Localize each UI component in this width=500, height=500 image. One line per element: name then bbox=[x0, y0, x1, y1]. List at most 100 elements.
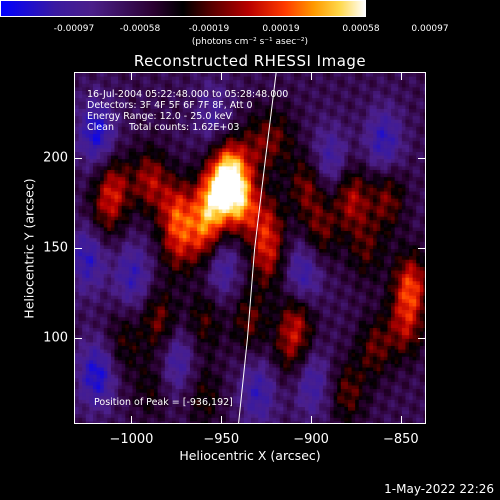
heatmap-cell bbox=[75, 195, 80, 200]
heatmap-cell bbox=[340, 180, 345, 185]
heatmap-cell bbox=[387, 108, 392, 114]
heatmap-cell bbox=[175, 231, 180, 236]
heatmap-cell bbox=[171, 202, 177, 207]
heatmap-cell bbox=[171, 241, 177, 247]
heatmap-cell bbox=[164, 213, 169, 218]
heatmap-cell bbox=[409, 180, 414, 185]
heatmap-cell bbox=[265, 116, 270, 121]
heatmap-cell bbox=[376, 123, 381, 128]
heatmap-cell bbox=[419, 73, 425, 78]
heatmap-cell bbox=[337, 177, 342, 182]
heatmap-cell bbox=[301, 137, 306, 142]
heatmap-cell bbox=[380, 202, 385, 207]
heatmap-cell bbox=[409, 80, 414, 85]
heatmap-cell bbox=[85, 80, 90, 85]
heatmap-cell bbox=[139, 231, 144, 236]
heatmap-cell bbox=[355, 184, 360, 189]
heatmap-cell bbox=[351, 187, 356, 193]
heatmap-cell bbox=[294, 184, 299, 189]
heatmap-cell bbox=[383, 134, 389, 139]
heatmap-cell bbox=[225, 252, 231, 257]
heatmap-cell bbox=[103, 191, 108, 196]
heatmap-cell bbox=[146, 105, 152, 110]
heatmap-cell bbox=[146, 205, 152, 211]
heatmap-cell bbox=[419, 144, 425, 150]
heatmap-cell bbox=[355, 108, 360, 114]
heatmap-cell bbox=[312, 112, 317, 117]
heatmap-cell bbox=[229, 94, 234, 99]
heatmap-cell bbox=[254, 155, 259, 160]
heatmap-cell bbox=[258, 177, 263, 182]
heatmap-cell bbox=[103, 231, 108, 236]
heatmap-cell bbox=[261, 148, 266, 153]
heatmap-cell bbox=[207, 238, 213, 243]
heatmap-cell bbox=[373, 105, 378, 110]
heatmap-cell bbox=[294, 227, 299, 232]
heatmap-cell bbox=[157, 173, 162, 178]
heatmap-cell bbox=[412, 155, 417, 160]
heatmap-cell bbox=[294, 130, 299, 135]
heatmap-cell bbox=[297, 220, 302, 225]
heatmap-cell bbox=[419, 216, 425, 221]
heatmap-cell bbox=[355, 198, 360, 203]
heatmap-cell bbox=[121, 119, 126, 124]
heatmap-cell bbox=[193, 73, 198, 78]
heatmap-cell bbox=[121, 223, 126, 229]
heatmap-cell bbox=[419, 166, 425, 171]
heatmap-cell bbox=[179, 252, 184, 257]
heatmap-cell bbox=[233, 191, 238, 196]
heatmap-cell bbox=[297, 101, 302, 106]
heatmap-cell bbox=[110, 101, 116, 106]
heatmap-cell bbox=[207, 252, 213, 257]
heatmap-cell bbox=[222, 141, 227, 146]
heatmap-cell bbox=[394, 101, 399, 106]
heatmap-cell bbox=[423, 234, 425, 239]
heatmap-cell bbox=[297, 119, 302, 124]
heatmap-cell bbox=[150, 173, 155, 178]
heatmap-cell bbox=[128, 148, 134, 153]
heatmap-cell bbox=[189, 148, 195, 153]
heatmap-cell bbox=[243, 87, 249, 92]
heatmap-cell bbox=[128, 87, 134, 92]
heatmap-cell bbox=[164, 234, 169, 239]
heatmap-cell bbox=[211, 220, 216, 225]
heatmap-cell bbox=[344, 130, 349, 135]
heatmap-cell bbox=[89, 73, 94, 78]
heatmap-cell bbox=[243, 98, 249, 103]
heatmap-cell bbox=[143, 159, 148, 164]
heatmap-cell bbox=[204, 195, 209, 200]
heatmap-cell bbox=[125, 134, 130, 139]
heatmap-cell bbox=[164, 98, 169, 103]
heatmap-cell bbox=[247, 116, 252, 121]
heatmap-cell bbox=[391, 87, 396, 92]
heatmap-cell bbox=[154, 137, 159, 142]
heatmap-cell bbox=[409, 231, 414, 236]
heatmap-cell bbox=[139, 134, 144, 139]
heatmap-cell bbox=[351, 144, 356, 150]
heatmap-cell bbox=[193, 173, 198, 178]
heatmap-cell bbox=[125, 119, 130, 124]
heatmap-cell bbox=[189, 108, 195, 114]
heatmap-cell bbox=[261, 76, 266, 81]
heatmap-cell bbox=[319, 166, 324, 171]
heatmap-cell bbox=[146, 155, 152, 160]
heatmap-cell bbox=[186, 119, 191, 124]
heatmap-cell bbox=[297, 148, 302, 153]
heatmap-cell bbox=[290, 173, 295, 178]
heatmap-cell bbox=[409, 202, 414, 207]
heatmap-cell bbox=[365, 180, 371, 185]
heatmap-cell bbox=[154, 159, 159, 164]
heatmap-cell bbox=[128, 94, 134, 99]
heatmap-cell bbox=[207, 198, 213, 203]
heatmap-cell bbox=[168, 137, 173, 142]
heatmap-cell bbox=[186, 205, 191, 211]
heatmap-cell bbox=[401, 76, 407, 81]
heatmap-cell bbox=[143, 112, 148, 117]
heatmap-cell bbox=[358, 83, 363, 88]
heatmap-cell bbox=[78, 234, 83, 239]
heatmap-cell bbox=[401, 159, 407, 164]
heatmap-cell bbox=[243, 166, 249, 171]
heatmap-cell bbox=[218, 152, 223, 157]
heatmap-cell bbox=[143, 141, 148, 146]
heatmap-cell bbox=[294, 166, 299, 171]
